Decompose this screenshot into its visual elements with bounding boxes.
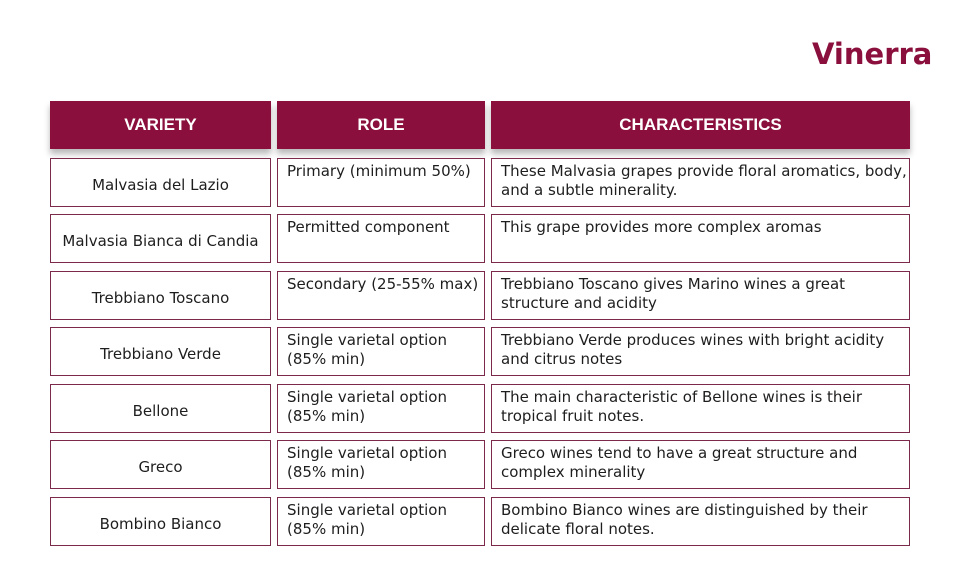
table-row: Bellone Single varietal option (85% min)… [50, 384, 910, 433]
cell-role: Single varietal option (85% min) [277, 327, 485, 376]
header-characteristics: CHARACTERISTICS [491, 101, 910, 149]
table-row: Trebbiano Toscano Secondary (25-55% max)… [50, 271, 910, 320]
cell-characteristics: Greco wines tend to have a great structu… [491, 440, 910, 489]
cell-role: Primary (minimum 50%) [277, 158, 485, 207]
cell-variety: Greco [50, 440, 271, 489]
cell-variety: Bombino Bianco [50, 497, 271, 546]
header-role: ROLE [277, 101, 485, 149]
cell-characteristics: This grape provides more complex aromas [491, 214, 910, 263]
cell-role: Secondary (25-55% max) [277, 271, 485, 320]
table-row: Bombino Bianco Single varietal option (8… [50, 497, 910, 546]
cell-variety: Bellone [50, 384, 271, 433]
cell-role: Single varietal option (85% min) [277, 384, 485, 433]
brand-logo: Vinerra [812, 37, 933, 71]
table-row: Greco Single varietal option (85% min) G… [50, 440, 910, 489]
table-row: Malvasia Bianca di Candia Permitted comp… [50, 214, 910, 263]
cell-role: Permitted component [277, 214, 485, 263]
cell-characteristics: The main characteristic of Bellone wines… [491, 384, 910, 433]
cell-variety: Trebbiano Verde [50, 327, 271, 376]
header-variety: VARIETY [50, 101, 271, 149]
cell-role: Single varietal option (85% min) [277, 440, 485, 489]
cell-variety: Malvasia Bianca di Candia [50, 214, 271, 263]
cell-variety: Malvasia del Lazio [50, 158, 271, 207]
cell-characteristics: Bombino Bianco wines are distinguished b… [491, 497, 910, 546]
table-row: Malvasia del Lazio Primary (minimum 50%)… [50, 158, 910, 207]
cell-variety: Trebbiano Toscano [50, 271, 271, 320]
cell-role: Single varietal option (85% min) [277, 497, 485, 546]
cell-characteristics: These Malvasia grapes provide floral aro… [491, 158, 910, 207]
cell-characteristics: Trebbiano Toscano gives Marino wines a g… [491, 271, 910, 320]
cell-characteristics: Trebbiano Verde produces wines with brig… [491, 327, 910, 376]
grape-variety-table: VARIETY ROLE CHARACTERISTICS Malvasia de… [50, 101, 910, 546]
table-header-row: VARIETY ROLE CHARACTERISTICS [50, 101, 910, 149]
table-row: Trebbiano Verde Single varietal option (… [50, 327, 910, 376]
